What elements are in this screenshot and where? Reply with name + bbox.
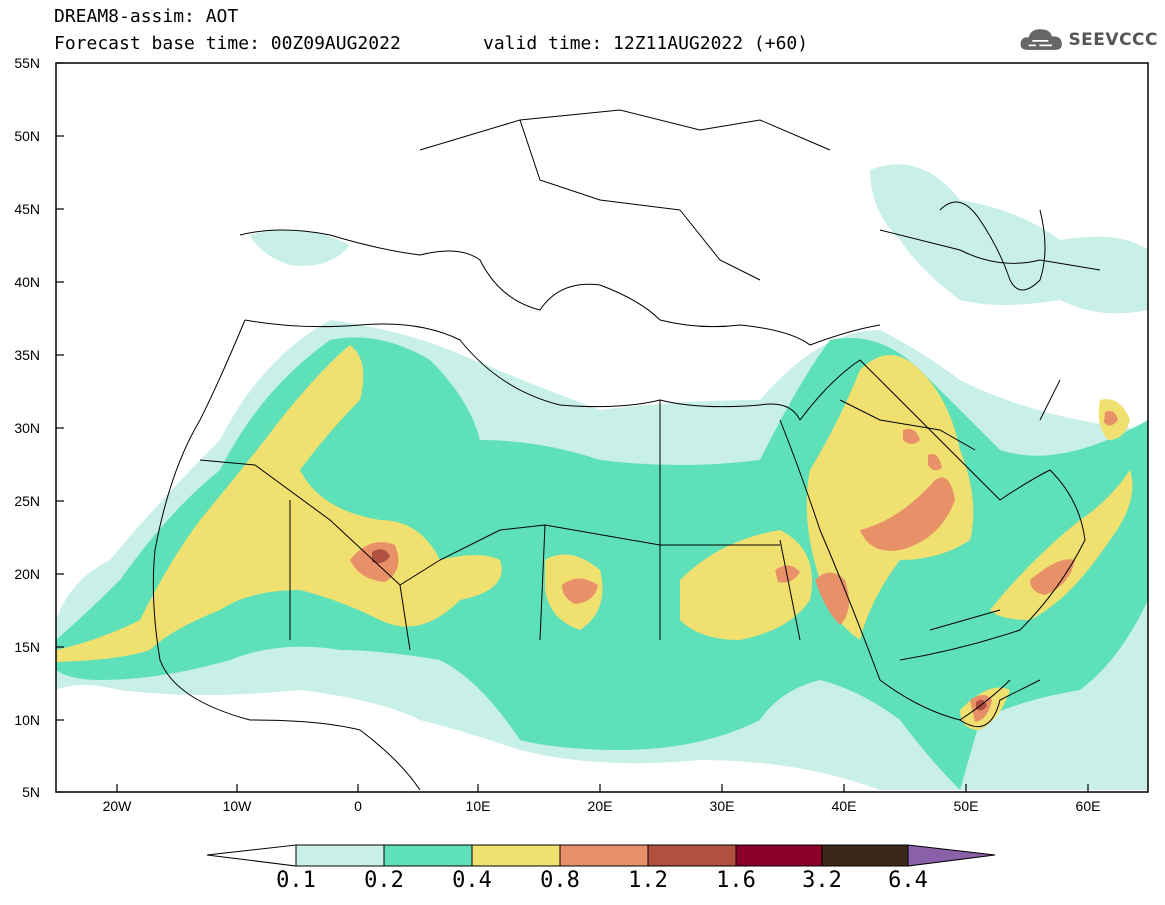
logo-text: SEEVCCC xyxy=(1068,30,1158,50)
aot-band-low-caspian xyxy=(870,164,1148,314)
lat-label-5n: 5N xyxy=(22,784,40,800)
border-eastern-europe xyxy=(419,109,831,281)
lon-label-30e: 30E xyxy=(709,798,735,814)
aot-band-veryhigh-chad xyxy=(562,578,598,604)
aot-band-veryhigh-red-sea xyxy=(815,572,849,625)
map-title: DREAM8-assim: AOT xyxy=(54,6,239,27)
border-east xyxy=(839,379,1061,631)
colorbar-swatch-6 xyxy=(735,844,823,867)
colorbar-label-0-2: 0.2 xyxy=(364,868,404,893)
border-sahel xyxy=(289,400,801,651)
lat-label-25n: 25N xyxy=(14,493,40,509)
colorbar-high-arrow xyxy=(907,844,996,867)
colorbar-swatch-7 xyxy=(821,844,909,867)
aot-fields xyxy=(56,164,1148,790)
colorbar-label-6-4: 6.4 xyxy=(888,868,928,893)
colorbar-label-1-6: 1.6 xyxy=(716,868,756,893)
aot-band-high-west xyxy=(56,345,502,662)
lon-label-10w: 10W xyxy=(222,798,252,814)
coastline-caspian xyxy=(939,201,1046,291)
colorbar-label-3-2: 3.2 xyxy=(802,868,842,893)
border-maghreb xyxy=(199,459,780,586)
lon-label-0: 0 xyxy=(354,798,362,814)
colorbar-swatch-4 xyxy=(559,844,649,867)
lat-label-50n: 50N xyxy=(14,128,40,144)
lon-label-10e: 10E xyxy=(465,798,491,814)
colorbar-low-arrow xyxy=(206,844,297,867)
lat-label-15n: 15N xyxy=(14,639,40,655)
aot-band-low-iberia xyxy=(250,229,350,266)
colorbar xyxy=(206,844,996,867)
aot-band-veryhigh-sudan xyxy=(775,565,800,583)
aot-band-veryhigh-oman xyxy=(1030,559,1075,595)
lon-label-20w: 20W xyxy=(102,798,132,814)
colorbar-label-0-1: 0.1 xyxy=(276,868,316,893)
colorbar-label-0-4: 0.4 xyxy=(452,868,492,893)
aot-band-veryhigh-arabia xyxy=(860,477,955,551)
lat-label-45n: 45N xyxy=(14,201,40,217)
lon-label-40e: 40E xyxy=(831,798,857,814)
lat-label-55n: 55N xyxy=(14,55,40,71)
coastline-europe xyxy=(239,229,881,346)
axis-ticks xyxy=(56,62,1089,793)
seevccc-logo: SEEVCCC xyxy=(1018,24,1158,56)
forecast-base-time: Forecast base time: 00Z09AUG2022 xyxy=(54,33,401,54)
cloud-icon xyxy=(1020,29,1062,50)
lon-label-60e: 60E xyxy=(1075,798,1101,814)
lon-label-20e: 20E xyxy=(587,798,613,814)
aot-band-extreme-mali xyxy=(372,549,390,564)
colorbar-swatch-2 xyxy=(383,844,473,867)
aot-band-high-sudan xyxy=(680,530,812,640)
lat-label-20n: 20N xyxy=(14,566,40,582)
aot-band-veryhigh-iran xyxy=(1104,411,1118,426)
coastline-west-africa xyxy=(152,319,421,791)
valid-time: valid time: 12Z11AUG2022 (+60) xyxy=(483,33,809,54)
lon-label-50e: 50E xyxy=(953,798,979,814)
lat-label-40n: 40N xyxy=(14,274,40,290)
aot-band-high-arabia xyxy=(806,355,974,640)
colorbar-label-1-2: 1.2 xyxy=(628,868,668,893)
colorbar-label-0-8: 0.8 xyxy=(540,868,580,893)
colorbar-swatch-3 xyxy=(471,844,561,867)
lat-label-30n: 30N xyxy=(14,420,40,436)
coastline-arabia xyxy=(799,359,1086,661)
colorbar-swatch-1 xyxy=(295,844,385,867)
coastline-red-sea xyxy=(779,419,1011,721)
lat-label-10n: 10N xyxy=(14,712,40,728)
coastline-north-africa xyxy=(244,319,801,421)
coastline-horn xyxy=(959,679,1041,728)
country-borders xyxy=(152,109,1101,791)
colorbar-swatch-5 xyxy=(647,844,737,867)
lat-label-35n: 35N xyxy=(14,347,40,363)
aot-band-high-oman xyxy=(990,470,1133,620)
aot-band-veryhigh-arabia-north xyxy=(903,428,942,471)
border-caucasus xyxy=(879,229,1101,271)
